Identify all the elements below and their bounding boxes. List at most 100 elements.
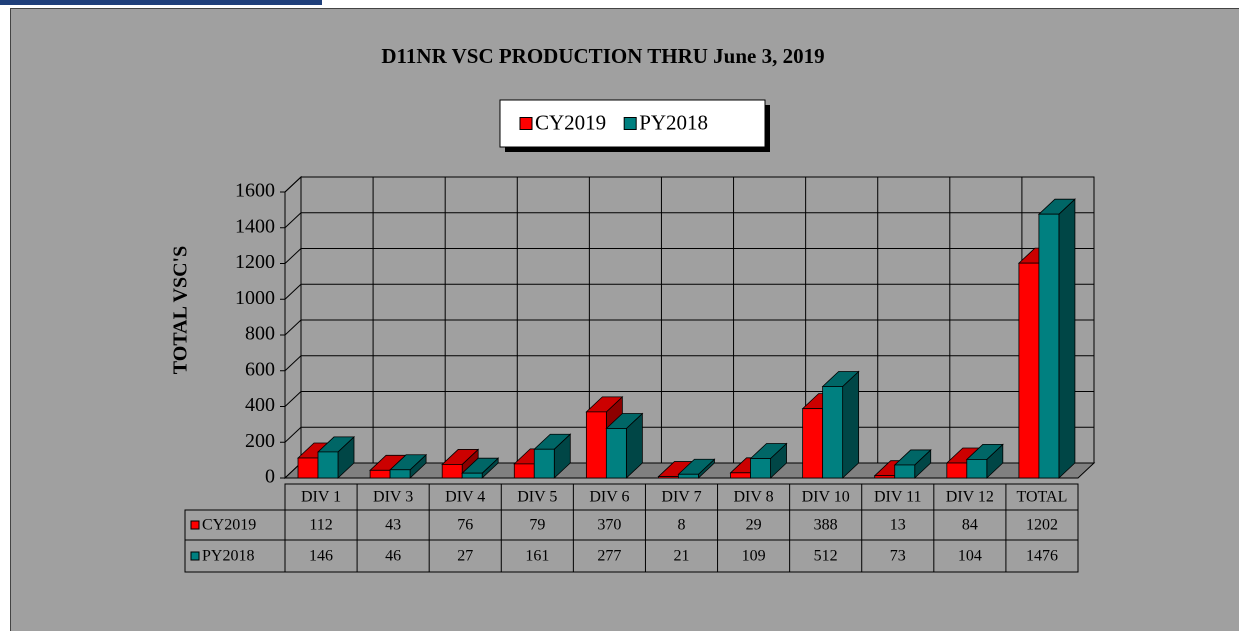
legend-swatch: [623, 117, 637, 130]
grid-line-side: [284, 176, 302, 193]
table-row-label: CY2019: [202, 517, 256, 534]
bar: [533, 433, 572, 479]
y-tick-label: 200: [245, 430, 275, 452]
bar: [965, 443, 1004, 479]
bar: [1037, 198, 1076, 479]
y-tick-label: 1200: [235, 251, 275, 273]
x-tick-label: DIV 1: [301, 489, 341, 506]
y-tick-label: 400: [245, 394, 275, 416]
bar-front: [730, 472, 751, 479]
table-value: 84: [962, 517, 978, 534]
grid-line-side: [284, 319, 302, 336]
bar-side: [1058, 198, 1076, 479]
table-value: 1476: [1026, 548, 1058, 565]
x-tick-label: DIV 6: [589, 489, 629, 506]
table-legend-key: [190, 551, 200, 561]
grid-line-side: [284, 355, 302, 372]
table-value: 388: [814, 517, 838, 534]
bar-front: [894, 464, 916, 479]
bar: [821, 370, 860, 479]
bar-front: [1018, 262, 1040, 479]
bar-front: [946, 462, 968, 479]
bar: [461, 457, 500, 479]
legend-label: PY2018: [639, 110, 708, 134]
top-accent: [0, 0, 322, 5]
y-tick-label: 600: [245, 358, 275, 380]
bar-front: [822, 386, 844, 479]
table-value: 104: [958, 548, 982, 565]
bar-front: [605, 428, 627, 479]
table-row-label: PY2018: [202, 548, 254, 565]
y-axis-label: TOTAL VSC'S: [170, 246, 192, 374]
bar-front: [513, 463, 535, 479]
bar-front: [874, 475, 896, 479]
bar: [605, 412, 644, 479]
table-value: 79: [529, 517, 545, 534]
bar: [316, 435, 356, 479]
x-tick-label: DIV 4: [445, 489, 485, 506]
y-tick-label: 1600: [235, 180, 275, 202]
table-value: 112: [309, 517, 332, 534]
table-value: 109: [742, 548, 766, 565]
bar-front: [297, 457, 319, 479]
table-row: [184, 539, 1079, 573]
bar-front: [802, 408, 824, 479]
grid-line-side: [284, 248, 302, 264]
table-legend-key: [190, 520, 200, 530]
table-value: 13: [890, 517, 906, 534]
grid-line-side: [284, 212, 302, 229]
x-tick-label: DIV 10: [802, 489, 850, 506]
bar: [677, 458, 716, 479]
table-value: 370: [597, 517, 621, 534]
table-value: 46: [385, 548, 401, 565]
table-value: 21: [674, 548, 690, 565]
bar: [893, 449, 932, 479]
table-value: 146: [309, 548, 333, 565]
bar-front: [585, 411, 607, 479]
bar-front: [1038, 213, 1060, 479]
x-tick-label: DIV 11: [874, 489, 922, 506]
table-value: 29: [746, 517, 762, 534]
table-value: 76: [457, 517, 473, 534]
x-tick-label: DIV 8: [734, 489, 774, 506]
chart-title: D11NR VSC PRODUCTION THRU June 3, 2019: [381, 44, 824, 68]
bar-front: [461, 472, 483, 479]
bar-side: [842, 370, 860, 479]
bar-front: [369, 469, 391, 479]
x-tick-label: DIV 3: [373, 489, 413, 506]
grid-line-side: [284, 391, 302, 407]
table-value: 27: [457, 548, 473, 565]
table-value: 512: [814, 548, 838, 565]
y-tick-label: 1400: [235, 215, 275, 237]
bar-front: [441, 464, 463, 479]
bar-front: [533, 448, 555, 479]
legend-swatch: [519, 117, 533, 130]
grid-line-side: [284, 426, 302, 443]
y-tick-label: 800: [245, 323, 275, 345]
legend-label: CY2019: [535, 110, 606, 134]
table-value: 161: [525, 548, 549, 565]
grid-line-side: [284, 283, 302, 300]
bar: [441, 448, 480, 479]
y-tick-label: 1000: [235, 287, 275, 309]
y-tick-label: 0: [265, 466, 275, 488]
x-tick-label: DIV 5: [517, 489, 557, 506]
bar-front: [389, 469, 411, 479]
table-value: 277: [597, 548, 621, 565]
table-value: 1202: [1026, 517, 1058, 534]
bar: [389, 453, 428, 479]
table-value: 43: [385, 517, 401, 534]
bar-front: [317, 451, 339, 479]
bar-front: [658, 476, 679, 479]
table-value: 8: [678, 517, 686, 534]
bar-front: [750, 458, 771, 479]
bar-front: [678, 473, 699, 479]
bar-front: [966, 459, 988, 479]
bar: [749, 442, 788, 479]
x-tick-label: DIV 12: [946, 489, 994, 506]
x-tick-label: DIV 7: [661, 489, 701, 506]
x-tick-label: TOTAL: [1017, 489, 1068, 506]
table-value: 73: [890, 548, 906, 565]
